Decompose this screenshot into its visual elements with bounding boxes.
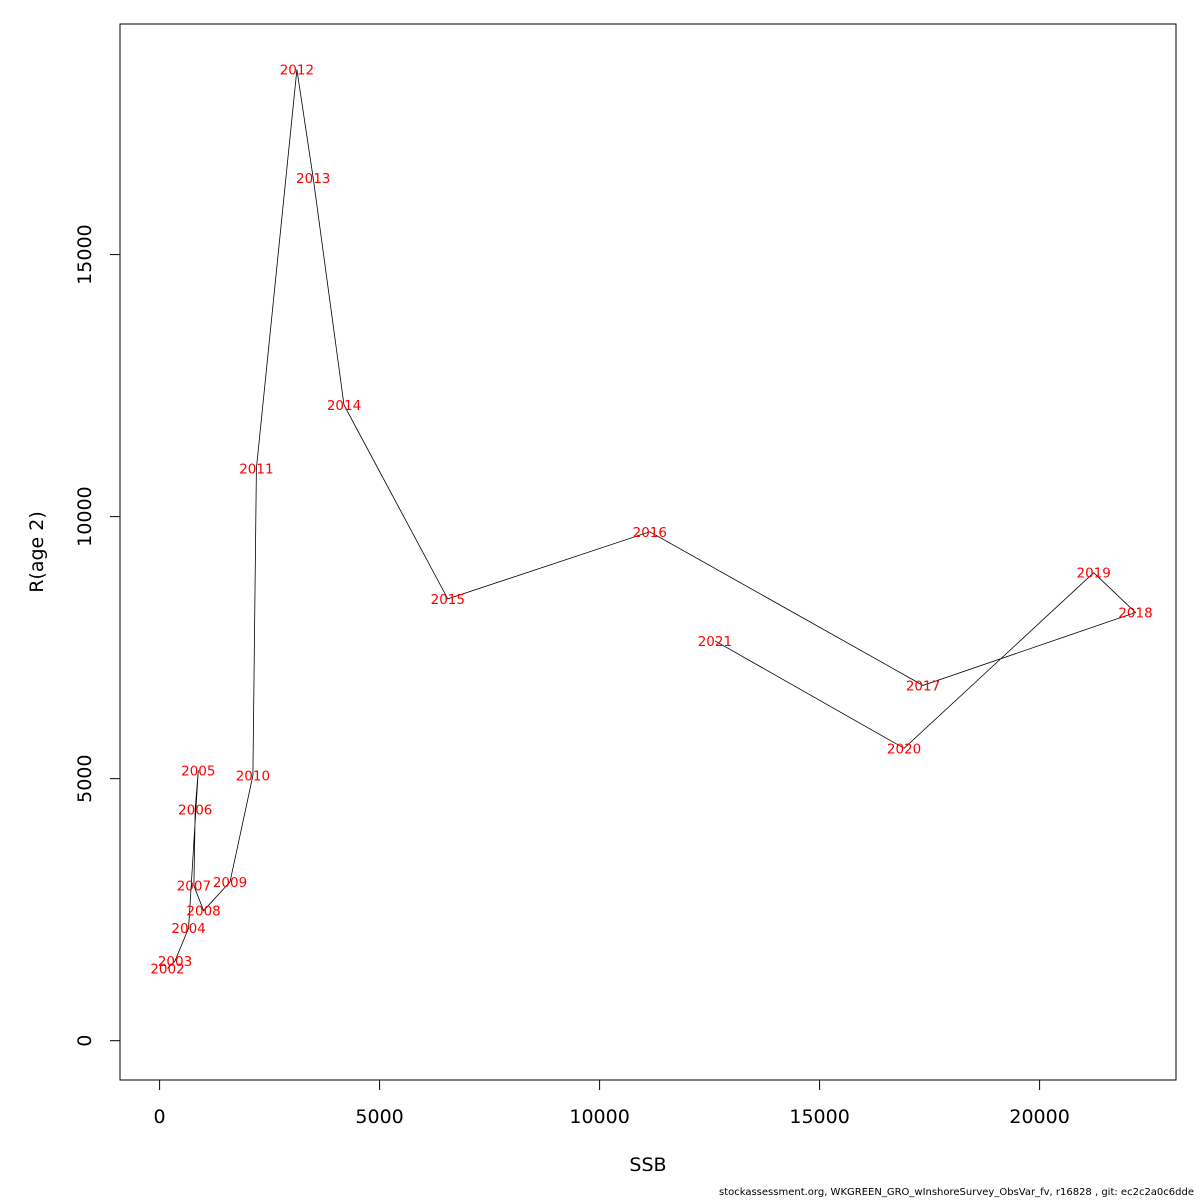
- y-tick-label: 10000: [74, 486, 96, 546]
- x-tick-label: 20000: [1009, 1106, 1069, 1128]
- point-label: 2005: [181, 763, 215, 779]
- point-label: 2013: [296, 171, 330, 187]
- footer-caption: stockassessment.org, WKGREEN_GRO_wInshor…: [718, 1187, 1194, 1198]
- point-label: 2016: [633, 525, 667, 541]
- point-label: 2009: [213, 875, 247, 891]
- point-label: 2007: [177, 879, 211, 895]
- point-label: 2020: [887, 741, 921, 757]
- point-label: 2003: [158, 954, 192, 970]
- point-label: 2021: [698, 634, 732, 650]
- point-label: 2011: [239, 461, 273, 477]
- x-tick-label: 0: [154, 1106, 166, 1128]
- x-tick-label: 5000: [355, 1106, 403, 1128]
- x-tick-label: 10000: [569, 1106, 629, 1128]
- series-line: [167, 69, 1137, 969]
- point-label: 2008: [186, 904, 220, 920]
- point-label: 2012: [280, 63, 314, 79]
- point-label: 2004: [171, 921, 205, 937]
- y-tick-label: 5000: [74, 755, 96, 803]
- x-axis-title: SSB: [629, 1154, 666, 1176]
- plot-frame: [119, 23, 1177, 1081]
- point-label: 2002: [150, 961, 184, 977]
- y-axis: 0 5000 10000 15000: [74, 224, 121, 1047]
- point-label: 2019: [1077, 566, 1111, 582]
- x-tick-label: 15000: [789, 1106, 849, 1128]
- point-label: 2015: [431, 592, 465, 608]
- y-tick-label: 0: [74, 1035, 96, 1047]
- y-axis-title: R(age 2): [26, 511, 48, 593]
- point-label: 2014: [327, 398, 361, 414]
- point-label: 2010: [236, 769, 270, 785]
- x-axis: 0 5000 10000 15000 20000: [154, 1079, 1070, 1128]
- point-label: 2018: [1118, 606, 1152, 622]
- point-label: 2006: [178, 803, 212, 819]
- point-label: 2017: [906, 678, 940, 694]
- y-tick-label: 15000: [74, 224, 96, 284]
